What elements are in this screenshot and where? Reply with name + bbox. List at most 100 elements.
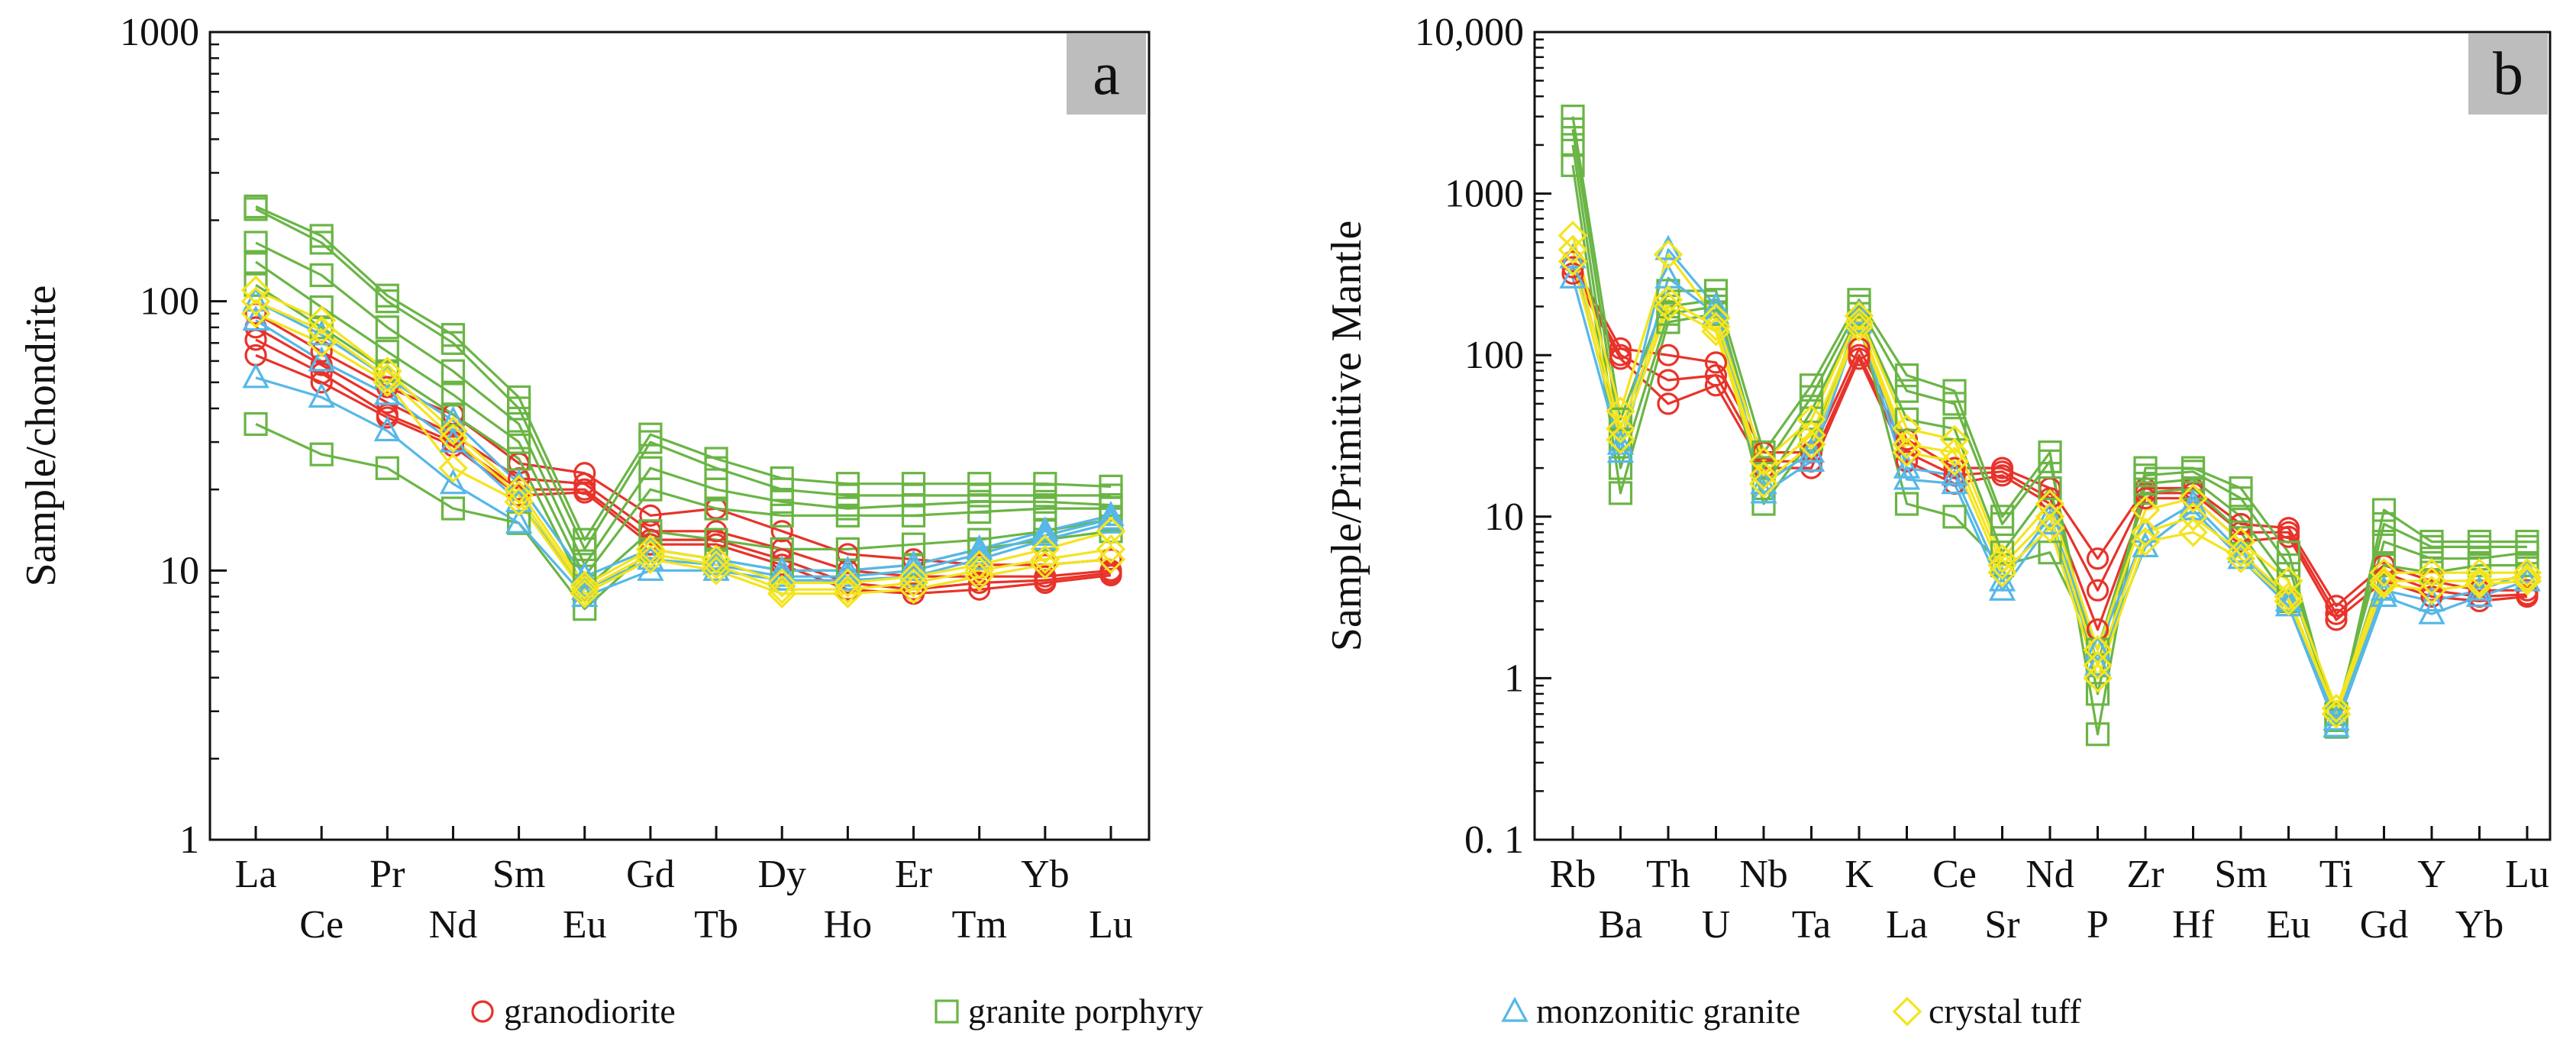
panel-b-point-crystal-tuff bbox=[2274, 586, 2303, 616]
panel-a-point-crystal-tuff bbox=[964, 556, 994, 586]
panel-b-point-granodiorite bbox=[2325, 602, 2348, 625]
panel-b-xtick-label-nd: Nd bbox=[2026, 853, 2074, 896]
panel-b-point-crystal-tuff bbox=[1653, 240, 1683, 269]
panel-a-point-crystal-tuff bbox=[635, 539, 666, 569]
panel-a-point-granite-porphyry bbox=[901, 503, 926, 528]
panel-b-point-monzonitic-granite bbox=[2323, 705, 2350, 731]
panel-b-point-granite-porphyry bbox=[2276, 553, 2301, 578]
panel-a-point-crystal-tuff bbox=[504, 480, 534, 511]
panel-b-point-crystal-tuff bbox=[2512, 557, 2542, 588]
panel-b-ytick-label: 10,000 bbox=[1415, 11, 1524, 54]
panel-a-point-crystal-tuff bbox=[833, 568, 863, 598]
panel-a-point-granodiorite bbox=[376, 406, 399, 429]
panel-a-point-crystal-tuff bbox=[570, 579, 600, 608]
panel-a-point-monzonitic-granite bbox=[1031, 516, 1059, 542]
panel-b-point-crystal-tuff bbox=[1701, 317, 1731, 347]
panel-a-point-monzonitic-granite bbox=[637, 555, 664, 581]
panel-a-point-crystal-tuff bbox=[373, 356, 402, 386]
panel-a-point-crystal-tuff bbox=[504, 487, 534, 517]
panel-b-point-granodiorite bbox=[1704, 364, 1728, 387]
panel-a-xtick-label-ce: Ce bbox=[299, 903, 344, 947]
panel-b-series bbox=[1558, 105, 2542, 747]
panel-b-xtick-label-k: K bbox=[1845, 853, 1874, 896]
panel-a-point-granite-porphyry bbox=[573, 537, 597, 562]
panel-a-point-monzonitic-granite bbox=[373, 416, 401, 442]
panel-b-point-granite-porphyry bbox=[1894, 379, 1919, 403]
panel-a-ylabel: Sample/chondrite bbox=[18, 285, 65, 586]
panel-a-point-monzonitic-granite bbox=[1031, 524, 1059, 550]
panel-a-point-granodiorite bbox=[310, 371, 333, 394]
legend: granodiorite granite porphyry monzonitic g… bbox=[471, 992, 2081, 1031]
panel-b-point-granite-porphyry bbox=[1942, 379, 1967, 403]
panel-b-xtick-label-gd: Gd bbox=[2360, 903, 2409, 947]
panel-b-xtick-label-sm: Sm bbox=[2214, 853, 2267, 896]
panel-a-point-monzonitic-granite bbox=[834, 565, 862, 591]
panel-b-point-crystal-tuff bbox=[1701, 303, 1731, 333]
panel-b-point-crystal-tuff bbox=[2226, 537, 2256, 568]
panel-a-point-granite-porphyry bbox=[704, 477, 728, 502]
panel-b-point-granodiorite bbox=[1990, 464, 2014, 487]
panel-a-point-crystal-tuff bbox=[899, 574, 928, 605]
panel-b-point-crystal-tuff bbox=[1844, 311, 1874, 342]
panel-b-point-crystal-tuff bbox=[1939, 447, 1970, 476]
panel-b-point-monzonitic-granite bbox=[1988, 575, 2016, 601]
panel-b-point-granite-porphyry bbox=[1608, 427, 1633, 452]
panel-a-xtick-label-dy: Dy bbox=[757, 853, 806, 896]
panel-b-point-crystal-tuff bbox=[2130, 518, 2161, 547]
panel-a-point-crystal-tuff bbox=[438, 453, 468, 483]
panel-b-point-granodiorite bbox=[2086, 579, 2110, 602]
panel-b-point-monzonitic-granite bbox=[2179, 489, 2207, 515]
panel-a-point-monzonitic-granite bbox=[1097, 508, 1125, 534]
panel-b-primitive-mantle-plot: b Sample/Primitive Mantle 0. 1 1 10 100 1000… bbox=[1323, 11, 2552, 947]
panel-b-point-crystal-tuff bbox=[1844, 301, 1874, 331]
legend-marker-monzonitic-granite bbox=[1501, 996, 1528, 1022]
panel-a-point-granite-porphyry bbox=[441, 331, 466, 355]
panel-a-point-crystal-tuff bbox=[1096, 516, 1126, 547]
panel-b-point-crystal-tuff bbox=[2321, 693, 2352, 724]
panel-b-ytick-label: 100 bbox=[1464, 334, 1524, 377]
panel-b-point-granodiorite bbox=[2277, 525, 2300, 548]
panel-b-point-granite-porphyry bbox=[1990, 511, 2015, 537]
panel-a-point-granodiorite bbox=[968, 565, 991, 588]
panel-b-ytick-label: 10 bbox=[1484, 495, 1524, 539]
panel-b-point-granite-porphyry bbox=[1608, 481, 1633, 505]
panel-a-point-monzonitic-granite bbox=[702, 555, 730, 581]
panel-b-point-granite-porphyry bbox=[2038, 449, 2062, 473]
panel-a-point-granite-porphyry bbox=[770, 503, 794, 528]
panel-b-point-crystal-tuff bbox=[1939, 424, 1970, 455]
panel-b-point-monzonitic-granite bbox=[1702, 292, 1730, 318]
panel-b-point-granodiorite bbox=[1895, 450, 1919, 473]
panel-a-point-monzonitic-granite bbox=[242, 305, 270, 331]
panel-b-point-crystal-tuff bbox=[2416, 576, 2447, 605]
panel-b-xtick-label-rb: Rb bbox=[1550, 853, 1596, 896]
panel-a-point-crystal-tuff bbox=[964, 561, 994, 592]
panel-b-xtick-label-eu: Eu bbox=[2267, 903, 2311, 947]
panel-b-point-granite-porphyry bbox=[1751, 476, 1776, 501]
panel-a-point-crystal-tuff bbox=[438, 423, 468, 453]
panel-a-point-granite-porphyry bbox=[375, 340, 399, 364]
panel-b-point-granite-porphyry bbox=[1990, 540, 2015, 565]
panel-b-point-crystal-tuff bbox=[1796, 429, 1826, 460]
panel-b-point-granite-porphyry bbox=[1894, 492, 1919, 516]
panel-a-point-granodiorite bbox=[1099, 563, 1122, 587]
panel-b-xtick-label-th: Th bbox=[1646, 853, 1690, 896]
panel-a-ytick-label: 100 bbox=[140, 280, 199, 324]
panel-a-point-monzonitic-granite bbox=[1097, 504, 1125, 530]
panel-b-point-crystal-tuff bbox=[1987, 557, 2017, 588]
panel-b-point-crystal-tuff bbox=[1606, 414, 1635, 444]
panel-b-point-crystal-tuff bbox=[1748, 460, 1779, 491]
panel-a-point-granodiorite bbox=[1034, 553, 1057, 576]
panel-b-point-granite-porphyry bbox=[2324, 702, 2348, 726]
panel-b-point-crystal-tuff bbox=[1892, 414, 1922, 444]
panel-a-point-crystal-tuff bbox=[373, 367, 402, 398]
panel-b-point-crystal-tuff bbox=[2226, 544, 2256, 574]
legend-label-granodiorite: granodiorite bbox=[504, 992, 676, 1031]
panel-a-ytick-label: 10 bbox=[160, 549, 199, 592]
panel-a-point-granite-porphyry bbox=[638, 430, 663, 454]
panel-b-point-crystal-tuff bbox=[2465, 557, 2494, 588]
panel-b-ytick-label: 0. 1 bbox=[1464, 818, 1524, 862]
panel-a-point-crystal-tuff bbox=[570, 574, 600, 605]
panel-a-point-granodiorite bbox=[770, 520, 793, 543]
panel-b-point-granite-porphyry bbox=[2085, 682, 2110, 706]
panel-b-point-crystal-tuff bbox=[2083, 650, 2113, 680]
